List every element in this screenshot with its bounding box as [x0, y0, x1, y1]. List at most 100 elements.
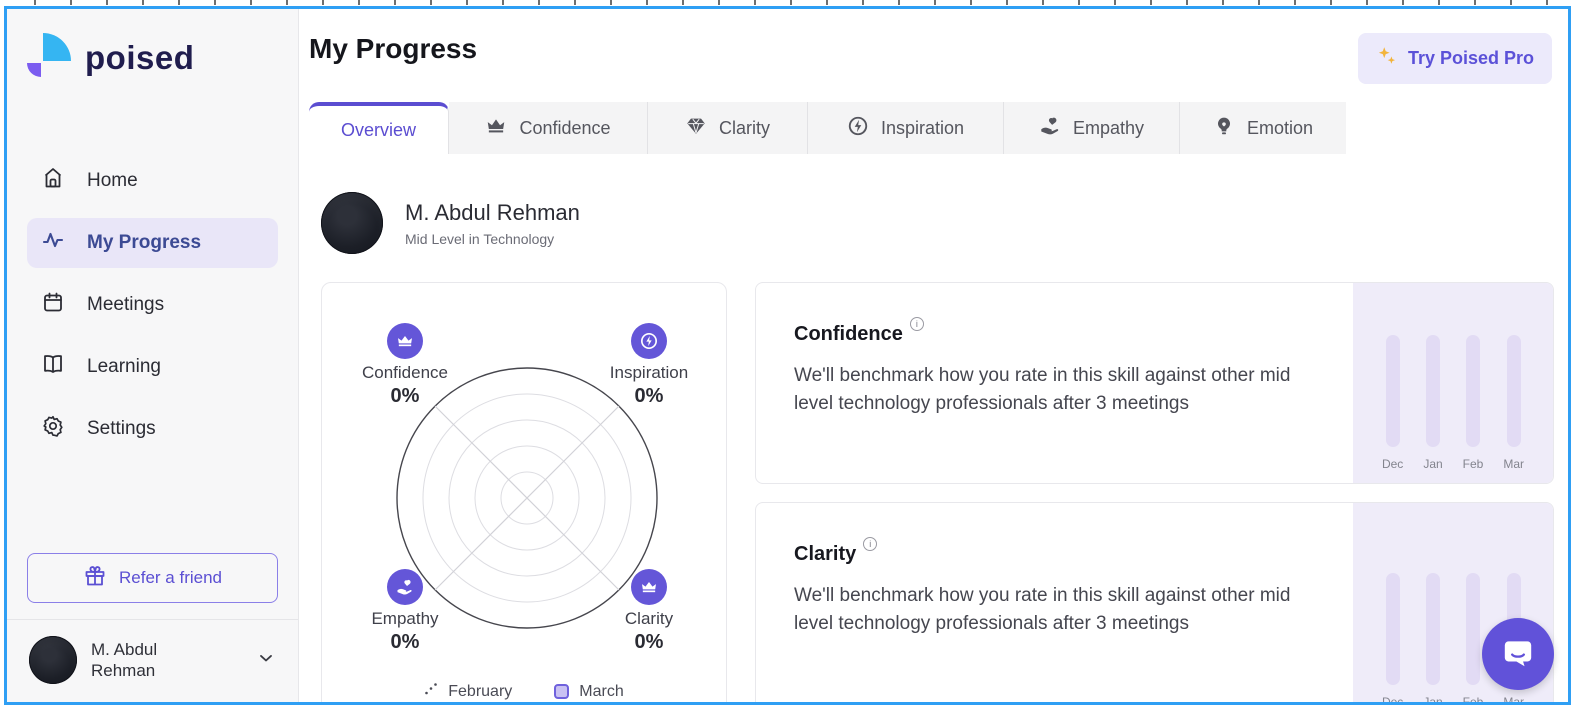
- avatar: [321, 192, 383, 254]
- gift-icon: [83, 564, 107, 593]
- bar-column: Dec: [1382, 335, 1403, 471]
- bar: [1466, 573, 1481, 685]
- chevron-down-icon[interactable]: [256, 648, 276, 673]
- pulse-icon: [41, 228, 65, 258]
- sidebar-nav: Home My Progress Meetings: [27, 156, 278, 454]
- sidebar-spacer: [27, 454, 278, 553]
- poised-logo-icon: [27, 31, 73, 84]
- benchmark-cards: Confidence i We'll benchmark how you rat…: [755, 282, 1554, 702]
- radar-skill-value: 0%: [390, 631, 420, 653]
- info-icon[interactable]: i: [863, 537, 878, 551]
- sidebar-item-settings[interactable]: Settings: [27, 404, 278, 454]
- refer-a-friend-label: Refer a friend: [119, 568, 222, 587]
- sidebar-item-my-progress[interactable]: My Progress: [27, 218, 278, 268]
- sparkles-icon: [1376, 45, 1398, 72]
- tab-label: Confidence: [519, 117, 611, 138]
- crown-icon: [387, 323, 423, 359]
- legend-label: February: [448, 682, 513, 700]
- bar-column: Feb: [1462, 573, 1484, 702]
- profile-name: M. Abdul Rehman: [405, 199, 580, 225]
- sidebar-item-label: My Progress: [87, 232, 202, 253]
- bar-column: Mar: [1503, 335, 1524, 471]
- chat-widget-button[interactable]: [1482, 618, 1554, 690]
- tab-overview[interactable]: Overview: [309, 102, 449, 154]
- hand-heart-icon: [387, 569, 423, 605]
- lightning-circle-icon: [847, 115, 869, 142]
- radar-skill-clarity: Clarity 0%: [584, 569, 714, 654]
- sidebar-item-label: Settings: [87, 418, 156, 439]
- overview-content: Confidence 0% Inspiration 0%: [321, 282, 1554, 702]
- dotted-line-icon: [424, 682, 438, 701]
- user-name-line2: Rehman: [91, 661, 156, 680]
- bar-label: Feb: [1462, 695, 1484, 702]
- bar-column: Jan: [1423, 335, 1443, 471]
- crown-icon: [631, 569, 667, 605]
- bar: [1466, 335, 1481, 447]
- radar-chart: [396, 367, 658, 629]
- bar-label: Dec: [1381, 457, 1404, 471]
- bar: [1385, 335, 1400, 447]
- sidebar-item-label: Home: [87, 170, 138, 191]
- card-title: Confidence: [794, 323, 903, 345]
- bar-label: Jan: [1423, 695, 1443, 702]
- chat-bubble-icon: [1499, 634, 1537, 675]
- lightbulb-icon: [1213, 115, 1235, 142]
- tab-label: Overview: [340, 119, 416, 140]
- sidebar-item-meetings[interactable]: Meetings: [27, 280, 278, 330]
- sidebar-divider: [7, 619, 298, 620]
- poised-logo[interactable]: poised: [27, 31, 278, 84]
- hand-heart-icon: [1039, 115, 1061, 142]
- book-icon: [41, 352, 65, 382]
- radar-skill-inspiration: Inspiration 0%: [584, 323, 714, 408]
- tab-confidence[interactable]: Confidence: [449, 102, 648, 154]
- bar-label: Dec: [1381, 695, 1404, 702]
- legend-march[interactable]: March: [554, 682, 624, 701]
- bar-column: Dec: [1382, 573, 1403, 702]
- try-poised-pro-button[interactable]: Try Poised Pro: [1357, 33, 1552, 84]
- info-icon[interactable]: i: [909, 317, 924, 331]
- sidebar-item-home[interactable]: Home: [27, 156, 278, 206]
- sidebar-user-menu[interactable]: M. Abdul Rehman: [27, 620, 278, 688]
- sidebar-item-label: Meetings: [87, 294, 165, 315]
- screenshot-ruler: [0, 0, 1575, 5]
- tab-clarity[interactable]: Clarity: [648, 102, 808, 154]
- tab-empathy[interactable]: Empathy: [1004, 102, 1180, 154]
- legend-label: March: [579, 682, 624, 700]
- clarity-card: Clarity i We'll benchmark how you rate i…: [755, 502, 1554, 702]
- sidebar-item-label: Learning: [87, 356, 161, 377]
- bar: [1385, 573, 1400, 685]
- radar-skill-name: Inspiration: [609, 363, 689, 382]
- radar-skill-name: Empathy: [371, 609, 439, 628]
- radar-skill-empathy: Empathy 0%: [340, 569, 470, 654]
- radar-legend: February March: [322, 682, 726, 701]
- brand-name: poised: [85, 38, 195, 76]
- tab-label: Empathy: [1072, 117, 1145, 138]
- try-poised-pro-label: Try Poised Pro: [1407, 48, 1534, 68]
- bar-column: Feb: [1463, 335, 1483, 471]
- legend-february[interactable]: February: [424, 682, 512, 701]
- radar-skill-value: 0%: [634, 631, 664, 653]
- tab-emotion[interactable]: Emotion: [1180, 102, 1346, 154]
- gear-icon: [41, 414, 65, 444]
- page-title: My Progress: [309, 33, 478, 64]
- radar-skill-value: 0%: [390, 385, 420, 407]
- bar: [1425, 335, 1440, 447]
- card-body: We'll benchmark how you rate in this ski…: [794, 585, 1291, 634]
- refer-a-friend-button[interactable]: Refer a friend: [27, 553, 278, 603]
- tab-bar: Overview Confidence Clar: [309, 102, 1554, 154]
- diamond-icon: [685, 115, 707, 142]
- confidence-card: Confidence i We'll benchmark how you rat…: [755, 282, 1554, 484]
- sidebar-item-learning[interactable]: Learning: [27, 342, 278, 392]
- user-name-line1: M. Abdul: [91, 639, 158, 659]
- profile-subtitle: Mid Level in Technology: [405, 230, 555, 247]
- bar-column: Jan: [1423, 573, 1443, 702]
- tab-label: Inspiration: [880, 117, 965, 138]
- tab-label: Clarity: [718, 117, 770, 138]
- tab-inspiration[interactable]: Inspiration: [808, 102, 1004, 154]
- card-title: Clarity: [794, 543, 857, 565]
- lightning-circle-icon: [631, 323, 667, 359]
- radar-skill-confidence: Confidence 0%: [340, 323, 470, 408]
- home-icon: [41, 166, 65, 196]
- main-content: My Progress Try Poised Pro Overview: [299, 9, 1568, 702]
- tab-label: Emotion: [1246, 117, 1314, 138]
